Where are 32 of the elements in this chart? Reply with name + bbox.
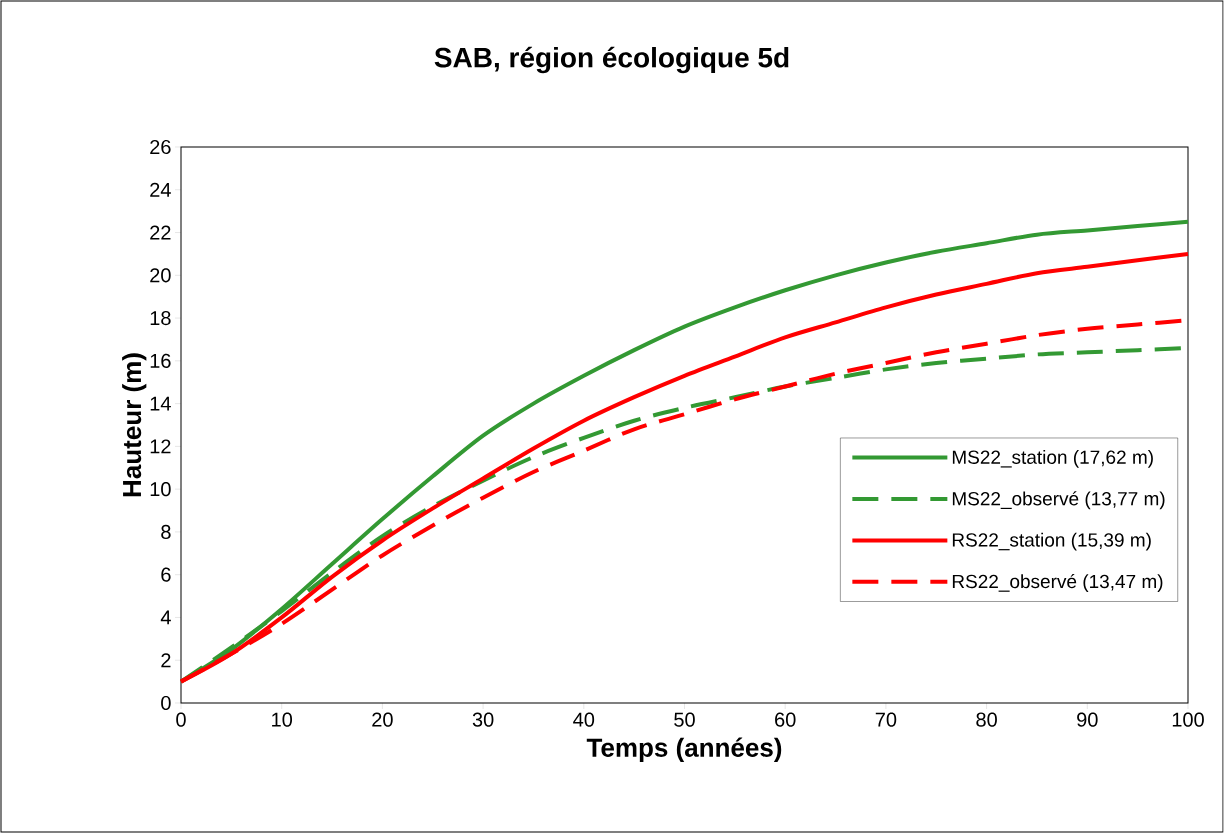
y-tick-label: 8	[161, 524, 171, 539]
legend-label: RS22_observé (13,47 m)	[952, 574, 1163, 592]
y-tick-label: 12	[150, 439, 171, 454]
y-tick-label: 10	[150, 482, 171, 497]
y-tick-label: 22	[150, 225, 171, 240]
y-tick-label: 2	[161, 653, 171, 668]
legend-label: MS22_observé (13,77 m)	[952, 491, 1165, 510]
x-tick-label: 90	[1077, 712, 1098, 727]
chart-title: SAB, région écologique 5d	[434, 46, 789, 74]
legend-label: MS22_station (17,62 m)	[952, 449, 1153, 468]
y-axis-title: Hauteur (m)	[122, 353, 147, 497]
x-tick-label: 100	[1172, 712, 1204, 727]
y-tick-label: 16	[150, 353, 171, 368]
y-tick-label: 14	[150, 396, 171, 411]
x-tick-label: 20	[372, 712, 393, 727]
x-tick-label: 50	[674, 712, 695, 727]
y-tick-label: 24	[150, 182, 171, 197]
x-axis-title: Temps (années)	[586, 737, 782, 763]
y-tick-label: 0	[161, 695, 171, 711]
x-tick-label: 30	[472, 712, 494, 727]
x-tick-label: 70	[875, 712, 897, 727]
x-tick-label: 40	[573, 712, 595, 727]
x-tick-label: 80	[976, 712, 997, 727]
x-tick-label: 60	[775, 712, 796, 727]
y-tick-label: 18	[150, 311, 171, 326]
x-tick-label: 0	[176, 712, 186, 727]
y-tick-label: 4	[160, 610, 171, 625]
y-tick-label: 6	[161, 567, 171, 582]
x-tick-label: 10	[272, 712, 293, 727]
y-tick-label: 26	[150, 139, 171, 155]
y-tick-label: 20	[150, 268, 171, 283]
legend-label: RS22_station (15,39 m)	[952, 532, 1151, 551]
